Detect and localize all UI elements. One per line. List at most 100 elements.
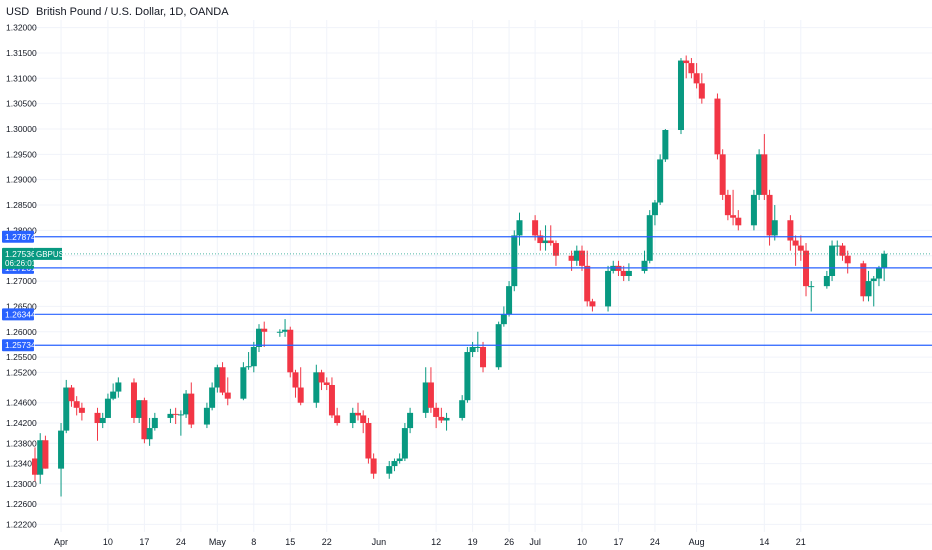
candle-up (396, 453, 403, 464)
candle-up (115, 377, 122, 398)
candle-body (177, 414, 184, 416)
candle-body (464, 352, 471, 401)
candle-body (245, 366, 252, 368)
candle-up (865, 270, 872, 302)
candle-down (297, 367, 304, 406)
candle-down (787, 215, 794, 251)
candle-down (32, 447, 38, 482)
candle-body (761, 154, 768, 195)
candle-up (136, 400, 143, 424)
candle-body (875, 268, 882, 279)
candle-up (464, 346, 471, 403)
candle-down (589, 298, 596, 312)
candle-body (469, 346, 476, 353)
symbol-tag-box (34, 247, 62, 260)
candle-up (625, 263, 632, 282)
candle-body (427, 382, 434, 408)
x-tick-label: Aug (689, 537, 705, 547)
x-tick-label: Jul (529, 537, 541, 547)
candle-up (209, 382, 216, 411)
candle-body (203, 407, 210, 425)
candle-down (427, 367, 434, 413)
y-tick-label: 1.29500 (6, 149, 37, 159)
candle-body (506, 286, 513, 315)
candle-body (646, 215, 653, 261)
candle-down (719, 149, 726, 200)
candle-up (443, 412, 450, 431)
x-tick-label: 14 (759, 537, 769, 547)
candle-up (63, 379, 70, 434)
candle-body (370, 458, 377, 474)
candle-up (870, 276, 877, 307)
candle-body (386, 466, 393, 474)
candle-up (203, 402, 210, 429)
candle-up (58, 423, 65, 497)
candle-body (422, 382, 429, 413)
candle-body (865, 281, 872, 297)
chart-title[interactable]: British Pound / U.S. Dollar, 1D, OANDA (36, 6, 229, 18)
y-tick-label: 1.23000 (6, 479, 37, 489)
candle-body (349, 412, 356, 424)
y-tick-label: 1.28500 (6, 200, 37, 210)
candle-down (714, 93, 721, 160)
candle-up (177, 410, 184, 436)
candle-body (579, 250, 586, 266)
candle-body (219, 367, 226, 393)
candle-body (480, 346, 487, 368)
candle-body (282, 329, 289, 332)
candle-body (167, 413, 174, 418)
candle-up (500, 306, 507, 327)
candle-down (292, 369, 299, 398)
candle-body (151, 417, 158, 429)
candle-down (141, 397, 148, 444)
candle-down (730, 189, 737, 226)
candle-up (662, 128, 669, 162)
x-tick-label: 19 (468, 537, 478, 547)
x-tick-label: May (209, 537, 227, 547)
candle-up (183, 390, 190, 418)
currency-label: USD (6, 6, 30, 18)
candle-body (318, 372, 325, 383)
candle-body (735, 217, 742, 226)
candle-down (860, 260, 867, 302)
x-tick-label: 24 (176, 537, 186, 547)
candle-body (792, 240, 799, 246)
candle-body (870, 278, 877, 282)
x-tick-label: 17 (613, 537, 623, 547)
candle-body (823, 276, 830, 287)
y-tick-label: 1.30500 (6, 99, 37, 109)
candle-body (724, 194, 731, 216)
candle-down (334, 407, 341, 426)
candle-body (797, 245, 804, 251)
candle-down (724, 189, 731, 221)
candle-down (792, 235, 799, 266)
candle-up (641, 250, 648, 274)
x-tick-label: 10 (103, 537, 113, 547)
candle-down (68, 384, 75, 407)
candle-body (115, 382, 122, 392)
candle-body (693, 73, 700, 84)
y-tick-label: 1.29000 (6, 175, 37, 185)
candle-body (396, 458, 403, 462)
candle-body (334, 415, 341, 424)
candle-up (240, 362, 247, 401)
candle-up (37, 433, 44, 484)
candle-body (641, 260, 648, 271)
x-tick-label: 10 (577, 537, 587, 547)
candle-up (349, 407, 356, 429)
symbol-tag-label: GBPUSD (36, 250, 70, 259)
candle-down (94, 407, 101, 441)
candle-body (620, 270, 627, 276)
candle-down (287, 326, 294, 378)
candle-body (224, 392, 231, 399)
candle-body (881, 253, 888, 269)
candle-body (214, 367, 221, 388)
candle-body (407, 412, 414, 429)
x-tick-label: 21 (796, 537, 806, 547)
candle-body (354, 412, 361, 416)
y-tick-label: 1.27000 (6, 276, 37, 286)
candle-body (516, 220, 523, 236)
candle-body (328, 384, 335, 416)
